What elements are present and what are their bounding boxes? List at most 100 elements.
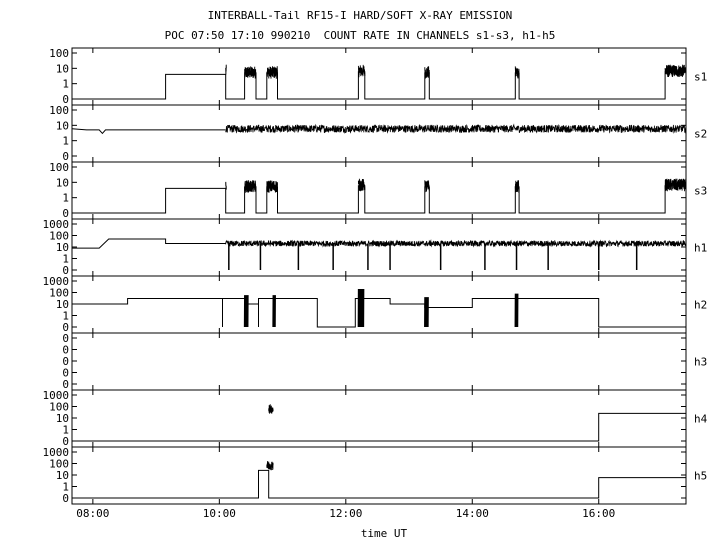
- y-tick-label-h3: 0: [62, 355, 69, 368]
- panel-frame-h1: [71, 218, 687, 277]
- series-line-s3: [72, 185, 686, 214]
- y-tick-label-h4: 100: [49, 401, 69, 414]
- channel-label-s2: s2: [694, 128, 707, 141]
- panel-frame-s3: [71, 161, 687, 220]
- y-tick-label-h4: 0: [62, 435, 69, 448]
- panel-frame-s1: [71, 47, 687, 106]
- chart-subtitle: POC 07:50 17:10 990210 COUNT RATE IN CHA…: [164, 29, 556, 42]
- y-tick-label-h2: 10: [56, 298, 69, 311]
- y-tick-label-s3: 1: [62, 192, 69, 205]
- channel-label-h3: h3: [694, 356, 707, 369]
- y-tick-label-h2: 100: [49, 287, 69, 300]
- y-tick-label-h1: 1000: [43, 218, 70, 231]
- chart-title: INTERBALL-Tail RF15-I HARD/SOFT X-RAY EM…: [207, 9, 513, 22]
- series-burst-s1: [357, 64, 366, 78]
- series-noise-s2: [225, 123, 687, 134]
- y-tick-label-s2: 1: [62, 135, 69, 148]
- series-line-s1: [72, 71, 686, 100]
- series-noise-h1: [225, 239, 687, 248]
- series-burst-s1: [424, 66, 430, 79]
- series-burst-s1: [225, 64, 227, 75]
- y-tick-label-h3: 0: [62, 367, 69, 380]
- y-tick-label-h3: 0: [62, 332, 69, 345]
- series-burst-s3: [664, 178, 687, 192]
- series-burst-s1: [266, 66, 278, 79]
- y-tick-label-h3: 0: [62, 344, 69, 357]
- series-burst-h4: [268, 404, 274, 414]
- y-tick-label-s3: 0: [62, 207, 69, 220]
- series-spike-h2: [424, 297, 429, 328]
- series-burst-s3: [225, 181, 227, 190]
- series-burst-s3: [514, 180, 520, 193]
- series-spike-h2: [357, 288, 365, 328]
- y-tick-label-h2: 1: [62, 310, 69, 323]
- series-line-h1: [72, 238, 226, 249]
- channel-label-h2: h2: [694, 299, 707, 312]
- x-tick-label: 16:00: [582, 507, 615, 520]
- channel-label-s1: s1: [694, 71, 707, 84]
- series-burst-s1: [244, 66, 257, 79]
- y-tick-label-s1: 10: [56, 62, 69, 75]
- y-tick-label-h5: 0: [62, 492, 69, 505]
- series-burst-s3: [266, 180, 278, 193]
- y-tick-label-h5: 10: [56, 469, 69, 482]
- y-tick-label-h5: 1000: [43, 446, 70, 459]
- y-tick-label-h3: 0: [62, 378, 69, 391]
- y-tick-label-h1: 10: [56, 241, 69, 254]
- panel-s3: 0 1 10 100 s3: [49, 161, 707, 220]
- series-spike-h2: [272, 295, 276, 328]
- series-line-h2: [72, 298, 686, 328]
- series-spike-h2: [243, 295, 249, 328]
- y-tick-label-h4: 1000: [43, 389, 70, 402]
- y-tick-label-h4: 10: [56, 412, 69, 425]
- panel-frame-h2: [71, 275, 687, 334]
- panel-s2: 0 1 10 100 s2: [49, 104, 707, 163]
- y-tick-label-h5: 100: [49, 458, 69, 471]
- y-tick-label-h2: 1000: [43, 275, 70, 288]
- panel-frame-h3: [71, 332, 687, 391]
- panel-frame-h4: [71, 389, 687, 448]
- y-tick-label-s1: 100: [49, 47, 69, 60]
- series-line-h4: [72, 412, 686, 442]
- panel-s1: 0 1 10 100 s1: [49, 47, 707, 106]
- y-tick-label-s3: 100: [49, 161, 69, 174]
- x-axis-label: time UT: [361, 527, 408, 540]
- series-burst-s3: [244, 180, 257, 193]
- x-tick-label: 08:00: [76, 507, 109, 520]
- y-tick-label-h1: 100: [49, 230, 69, 243]
- y-tick-label-s2: 10: [56, 119, 69, 132]
- x-tick-label: 14:00: [456, 507, 489, 520]
- channel-label-h4: h4: [694, 413, 708, 426]
- y-tick-label-h1: 0: [62, 264, 69, 277]
- y-tick-label-s2: 0: [62, 150, 69, 163]
- series-line-s2: [71, 128, 226, 135]
- channel-label-h5: h5: [694, 470, 707, 483]
- y-tick-label-s1: 0: [62, 93, 69, 106]
- x-tick-label: 10:00: [203, 507, 236, 520]
- y-tick-label-s3: 10: [56, 176, 69, 189]
- y-tick-label-h2: 0: [62, 321, 69, 334]
- series-spike-h2: [514, 293, 519, 328]
- y-tick-label-h1: 1: [62, 253, 69, 266]
- channel-label-h1: h1: [694, 242, 707, 255]
- panel-frame-h5: [71, 446, 687, 505]
- y-tick-label-h5: 1: [62, 481, 69, 494]
- series-burst-s3: [357, 178, 366, 192]
- series-line-h5: [72, 469, 686, 499]
- x-tick-label: 12:00: [329, 507, 362, 520]
- channel-label-s3: s3: [694, 185, 707, 198]
- series-burst-s1: [514, 66, 520, 79]
- series-burst-s3: [424, 180, 430, 193]
- y-tick-label-h4: 1: [62, 424, 69, 437]
- y-tick-label-s1: 1: [62, 78, 69, 91]
- series-burst-h5: [266, 461, 274, 471]
- panel-frame-s2: [71, 104, 687, 163]
- series-burst-s1: [664, 64, 687, 78]
- y-tick-label-s2: 100: [49, 104, 69, 117]
